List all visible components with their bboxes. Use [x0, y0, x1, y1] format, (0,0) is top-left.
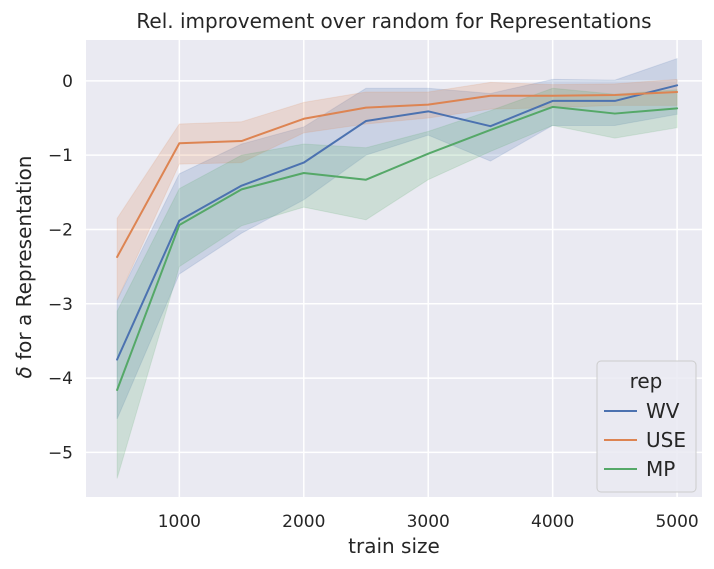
- legend: rep WV USE MP: [596, 360, 697, 493]
- y-axis-label-text: for a Representation: [12, 156, 36, 367]
- line-use: [116, 91, 679, 258]
- x-axis-label: train size: [348, 534, 440, 558]
- x-tick-label: 4000: [531, 512, 574, 532]
- x-axis-ticks: 1000 2000 3000 4000 5000: [158, 512, 699, 532]
- legend-frame: [596, 360, 697, 493]
- legend-label-wv: WV: [646, 399, 680, 423]
- y-tick-label: −1: [48, 146, 73, 166]
- series-lines: [116, 84, 679, 391]
- line-mp: [116, 105, 679, 391]
- grid-lines: [86, 40, 702, 497]
- y-axis-label: δ for a Representation: [12, 156, 36, 379]
- y-tick-label: 0: [62, 72, 73, 92]
- chart-title: Rel. improvement over random for Represe…: [136, 9, 651, 33]
- x-tick-label: 5000: [655, 512, 698, 532]
- x-tick-label: 2000: [282, 512, 325, 532]
- y-tick-label: −4: [48, 369, 73, 389]
- y-tick-label: −5: [48, 443, 73, 463]
- legend-label-use: USE: [646, 428, 686, 452]
- legend-title: rep: [630, 369, 663, 393]
- x-tick-label: 1000: [158, 512, 201, 532]
- legend-label-mp: MP: [646, 457, 675, 481]
- x-tick-label: 3000: [407, 512, 450, 532]
- y-tick-label: −3: [48, 295, 73, 315]
- y-axis-label-symbol: δ: [12, 366, 36, 378]
- line-wv: [116, 84, 679, 361]
- y-tick-label: −2: [48, 220, 73, 240]
- legend-items: WV USE MP: [604, 399, 686, 481]
- y-axis-ticks: 0 −1 −2 −3 −4 −5: [48, 72, 73, 464]
